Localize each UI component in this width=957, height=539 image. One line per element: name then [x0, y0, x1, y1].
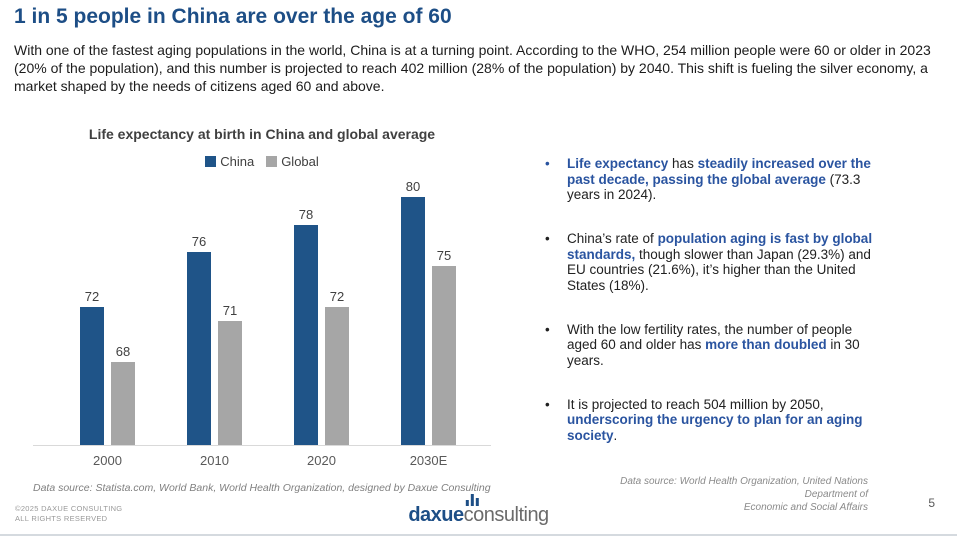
category-label: 2010 [200, 453, 229, 468]
copyright-line1: ©2025 DAXUE CONSULTING [15, 504, 123, 513]
legend-label: Global [281, 154, 319, 169]
bar-group-2020: 78 72 [268, 207, 375, 445]
bullet-item: • With the low fertility rates, the numbe… [545, 322, 890, 369]
bullet-marker: • [545, 321, 550, 337]
bar-group-2010: 76 71 [161, 234, 268, 445]
bullet-marker: • [545, 396, 550, 412]
bar-china [401, 197, 425, 445]
bar-value-label: 72 [84, 289, 100, 304]
bar-wrap: 78 [294, 207, 318, 445]
bullet-item: • Life expectancy has steadily increased … [545, 156, 890, 203]
copyright-line2: ALL RIGHTS RESERVED [15, 514, 108, 523]
category-label: 2020 [307, 453, 336, 468]
chart-title: Life expectancy at birth in China and gl… [88, 126, 436, 142]
plain-text: China’s rate of [567, 231, 658, 246]
page-title: 1 in 5 people in China are over the age … [14, 5, 452, 28]
chart-source-note: Data source: Statista.com, World Bank, W… [33, 482, 491, 494]
bar-wrap: 72 [325, 289, 349, 445]
bullet-item: • It is projected to reach 504 million by… [545, 397, 890, 444]
legend-item-global: Global [266, 154, 319, 169]
chart-plot: 72 68 76 71 78 72 80 75 [33, 179, 491, 446]
legend-label: China [220, 154, 255, 169]
right-source-line1: Data source: World Health Organization, … [620, 476, 868, 500]
bullet-text: Life expectancy has steadily increased o… [567, 156, 882, 203]
bar-china [294, 225, 318, 445]
copyright-notice: ©2025 DAXUE CONSULTING ALL RIGHTS RESERV… [15, 504, 122, 524]
bullet-list: • Life expectancy has steadily increased … [545, 156, 890, 443]
bullet-text: It is projected to reach 504 million by … [567, 397, 882, 444]
plain-text: (73.3 years in 2024). [567, 171, 861, 203]
life-expectancy-chart: Life expectancy at birth in China and gl… [33, 120, 491, 494]
bar-group-2030E: 80 75 [375, 179, 482, 445]
bar-value-label: 78 [298, 207, 314, 222]
bar-value-label: 68 [115, 344, 131, 359]
category-label: 2030E [409, 453, 448, 468]
bullet-marker: • [545, 231, 550, 246]
bar-value-label: 75 [436, 248, 452, 263]
legend-swatch-global [266, 156, 278, 167]
bar-global [111, 362, 135, 445]
footer-divider [0, 534, 957, 536]
bar-value-label: 76 [191, 234, 207, 249]
logo-text-daxue: daxue [408, 504, 464, 526]
logo-text-consulting: consulting [463, 504, 550, 526]
bar-global [218, 321, 242, 445]
plain-text: With the low fertility rates, the number… [567, 321, 853, 353]
bar-wrap: 72 [80, 289, 104, 445]
bar-wrap: 71 [218, 303, 242, 445]
bullet-marker: • [545, 156, 550, 171]
right-source-note: Data source: World Health Organization, … [568, 475, 868, 514]
bar-wrap: 68 [111, 344, 135, 445]
intro-paragraph: With one of the fastest aging population… [14, 42, 931, 94]
highlighted-text: steadily increased over the past decade,… [567, 156, 871, 187]
bar-china [80, 307, 104, 445]
highlighted-text: population aging is fast by global stand… [567, 231, 873, 262]
bar-value-label: 72 [329, 289, 345, 304]
right-source-line2: Economic and Social Affairs [743, 502, 868, 513]
legend-swatch-china [205, 156, 217, 167]
bar-chart-icon [465, 494, 479, 506]
bar-value-label: 71 [222, 303, 238, 318]
bar-wrap: 80 [401, 179, 425, 445]
bar-global [325, 307, 349, 445]
page-number: 5 [928, 496, 935, 510]
plain-text: has [668, 156, 698, 171]
bullet-item: • China’s rate of population aging is fas… [545, 231, 890, 293]
bullet-text: China’s rate of population aging is fast… [567, 231, 882, 293]
highlighted-text: Life expectancy [567, 156, 669, 171]
bullet-text: With the low fertility rates, the number… [567, 322, 882, 369]
highlighted-text: underscoring the urgency to plan for an … [567, 412, 863, 443]
legend-item-china: China [205, 154, 254, 169]
bar-group-2000: 72 68 [54, 289, 161, 445]
bar-global [432, 266, 456, 445]
bar-value-label: 80 [405, 179, 421, 194]
bar-wrap: 76 [187, 234, 211, 445]
bar-china [187, 252, 211, 445]
category-label: 2000 [93, 453, 122, 468]
daxue-consulting-logo: daxueconsulting [408, 494, 550, 527]
chart-legend: China Global [33, 154, 491, 169]
plain-text: . [613, 427, 618, 443]
plain-text: though slower than Japan (29.3%) and EU … [567, 246, 871, 293]
bar-wrap: 75 [432, 248, 456, 445]
plain-text: It is projected to reach 504 million by … [567, 396, 824, 412]
chart-categories: 2000 2010 2020 2030E [33, 453, 491, 468]
plain-text: in 30 years. [567, 337, 860, 368]
highlighted-text: more than doubled [705, 337, 827, 352]
